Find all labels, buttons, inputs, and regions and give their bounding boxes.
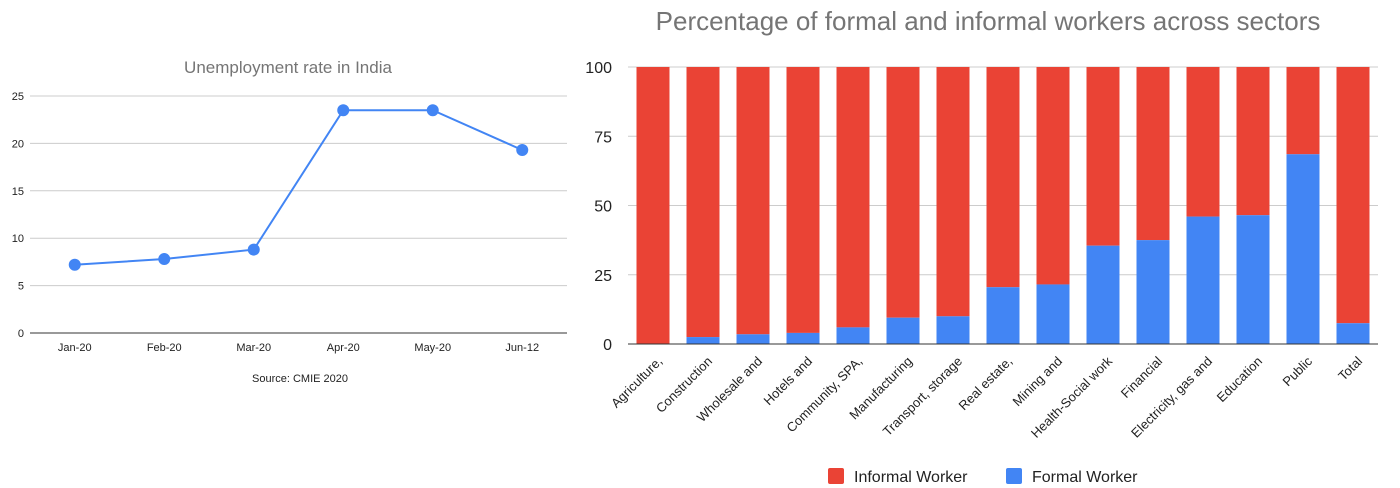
legend-swatch: [828, 468, 844, 484]
line-ytick-label: 5: [18, 281, 24, 293]
informal-bar: [1336, 67, 1370, 324]
formal-bar: [1186, 216, 1220, 344]
formal-bar: [786, 332, 820, 344]
line-chart-source: Source: CMIE 2020: [252, 373, 348, 385]
formal-bar: [886, 317, 920, 344]
unemployment-data-point: [68, 258, 81, 271]
formal-bar: [836, 327, 870, 344]
legend-swatch: [1006, 468, 1022, 484]
bar-legend: Informal Worker Formal Worker: [828, 468, 1138, 486]
formal-bar: [936, 316, 970, 344]
formal-bar: [686, 337, 720, 344]
bar-xtick-label: Total: [1335, 353, 1365, 383]
unemployment-data-point: [426, 104, 439, 117]
line-xtick-label: Mar-20: [236, 342, 271, 354]
unemployment-data-point: [516, 144, 529, 157]
bar-ytick-label: 0: [603, 337, 612, 354]
formal-bar: [736, 334, 770, 344]
line-ytick-label: 10: [12, 233, 24, 245]
bar-ytick-label: 75: [594, 129, 612, 146]
formal-bar: [1336, 323, 1370, 344]
informal-bar: [1186, 67, 1220, 217]
bar-ytick-label: 50: [594, 199, 612, 216]
informal-bar: [886, 67, 920, 318]
formal-bar: [986, 287, 1020, 344]
informal-bar: [636, 67, 670, 344]
workers-stacked-bar-chart: Percentage of formal and informal worker…: [585, 6, 1378, 486]
informal-bar: [786, 67, 820, 333]
unemployment-data-point: [247, 243, 260, 256]
bar-xtick-label: Education: [1214, 354, 1265, 405]
line-ytick-label: 15: [12, 186, 24, 198]
unemployment-series-line: [74, 109, 523, 266]
informal-bar: [986, 67, 1020, 288]
line-ytick-label: 25: [12, 91, 24, 103]
legend-label: Formal Worker: [1032, 469, 1138, 486]
informal-bar: [686, 67, 720, 338]
line-xtick-label: Apr-20: [327, 342, 360, 354]
informal-bar: [1286, 67, 1320, 155]
unemployment-data-point: [158, 253, 171, 266]
bar-ytick-label: 100: [585, 60, 612, 77]
informal-bar: [1136, 67, 1170, 241]
legend-label: Informal Worker: [854, 469, 968, 486]
unemployment-line-chart: Unemployment rate in India Source: CMIE …: [12, 58, 567, 385]
informal-bar: [1036, 67, 1070, 285]
informal-bar: [1236, 67, 1270, 216]
formal-bar: [1236, 215, 1270, 344]
bar-xtick-label: Real estate,: [955, 354, 1015, 414]
line-xtick-label: May-20: [414, 342, 451, 354]
unemployment-data-point: [337, 104, 350, 117]
line-chart-title: Unemployment rate in India: [184, 58, 392, 77]
line-ytick-label: 0: [18, 328, 24, 340]
line-xtick-label: Jun-12: [505, 342, 539, 354]
line-ytick-label: 20: [12, 138, 24, 150]
line-xtick-label: Feb-20: [147, 342, 182, 354]
formal-bar: [1136, 240, 1170, 344]
formal-bar: [1286, 154, 1320, 344]
informal-bar: [836, 67, 870, 328]
formal-bar: [1086, 245, 1120, 344]
bar-chart-title: Percentage of formal and informal worker…: [656, 6, 1321, 36]
bar-xtick-label: Financial: [1118, 353, 1165, 400]
line-xtick-label: Jan-20: [58, 342, 92, 354]
formal-bar: [1036, 284, 1070, 344]
bar-ytick-label: 25: [594, 268, 612, 285]
informal-bar: [736, 67, 770, 335]
informal-bar: [936, 67, 970, 317]
informal-bar: [1086, 67, 1120, 246]
bar-xtick-label: Public: [1279, 353, 1315, 389]
